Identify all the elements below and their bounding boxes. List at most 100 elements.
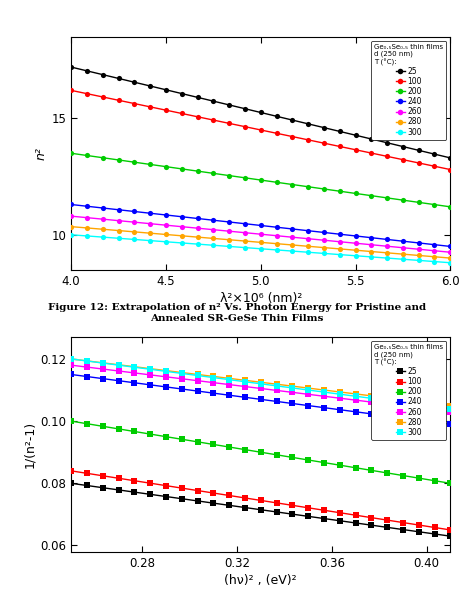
Point [146,81,154,91]
Point [178,368,185,378]
Point [194,370,201,379]
Point [399,395,407,405]
Point [257,237,264,247]
Point [431,149,438,159]
Point [146,380,154,390]
Point [304,455,312,465]
Point [273,231,280,241]
Point [99,70,107,80]
Point [320,403,328,413]
Point [83,419,91,428]
Point [241,444,249,454]
Point [194,239,201,249]
Point [415,197,422,207]
Point [162,366,170,376]
Point [367,148,375,158]
Point [415,256,422,265]
Point [178,483,185,493]
Point [399,254,407,264]
Point [415,245,422,254]
Point [304,385,312,395]
Point [447,253,454,263]
Point [367,465,375,475]
Point [67,360,75,370]
Point [241,377,249,387]
Point [99,203,107,213]
Point [241,219,249,229]
Point [130,476,138,485]
Point [273,238,280,248]
Point [210,371,217,381]
Point [241,173,249,183]
Point [146,429,154,439]
Point [194,386,201,396]
Point [115,360,122,370]
Point [178,89,185,99]
Point [115,473,122,483]
Point [83,231,91,241]
Point [447,404,454,414]
Point [431,476,438,485]
Point [257,384,264,394]
Point [225,242,233,251]
Point [146,364,154,374]
Point [257,229,264,239]
Point [178,494,185,504]
Point [241,122,249,132]
Point [336,126,344,136]
Point [225,170,233,180]
Point [273,498,280,508]
Point [241,375,249,385]
Point [257,221,264,230]
Point [83,223,91,233]
Point [257,505,264,515]
Point [162,367,170,376]
Point [115,216,122,226]
Point [225,442,233,452]
Point [162,481,170,490]
Point [399,154,407,164]
Point [99,153,107,162]
Point [320,243,328,253]
Point [130,378,138,387]
Point [320,387,328,397]
Point [383,242,391,251]
Point [289,381,296,391]
Point [304,503,312,512]
Point [146,219,154,229]
Point [83,356,91,366]
Point [447,202,454,211]
Point [130,427,138,436]
Point [194,213,201,223]
Point [352,189,359,199]
Point [352,251,359,261]
Point [130,158,138,167]
Point [415,473,422,483]
Point [399,243,407,253]
Point [115,155,122,165]
Point [67,222,75,232]
Point [352,510,359,520]
Point [115,360,122,370]
Point [431,405,438,415]
Point [67,200,75,210]
Point [146,228,154,238]
Point [210,215,217,225]
Point [320,385,328,395]
Point [99,364,107,374]
Point [241,236,249,246]
Point [67,370,75,379]
Point [383,138,391,148]
Point [162,237,170,246]
Point [194,496,201,506]
Point [257,125,264,135]
Point [447,478,454,488]
Point [225,500,233,510]
Point [352,395,359,405]
Point [352,131,359,140]
Point [225,118,233,128]
Point [273,245,280,255]
Point [447,525,454,535]
Point [146,159,154,169]
Point [210,96,217,106]
